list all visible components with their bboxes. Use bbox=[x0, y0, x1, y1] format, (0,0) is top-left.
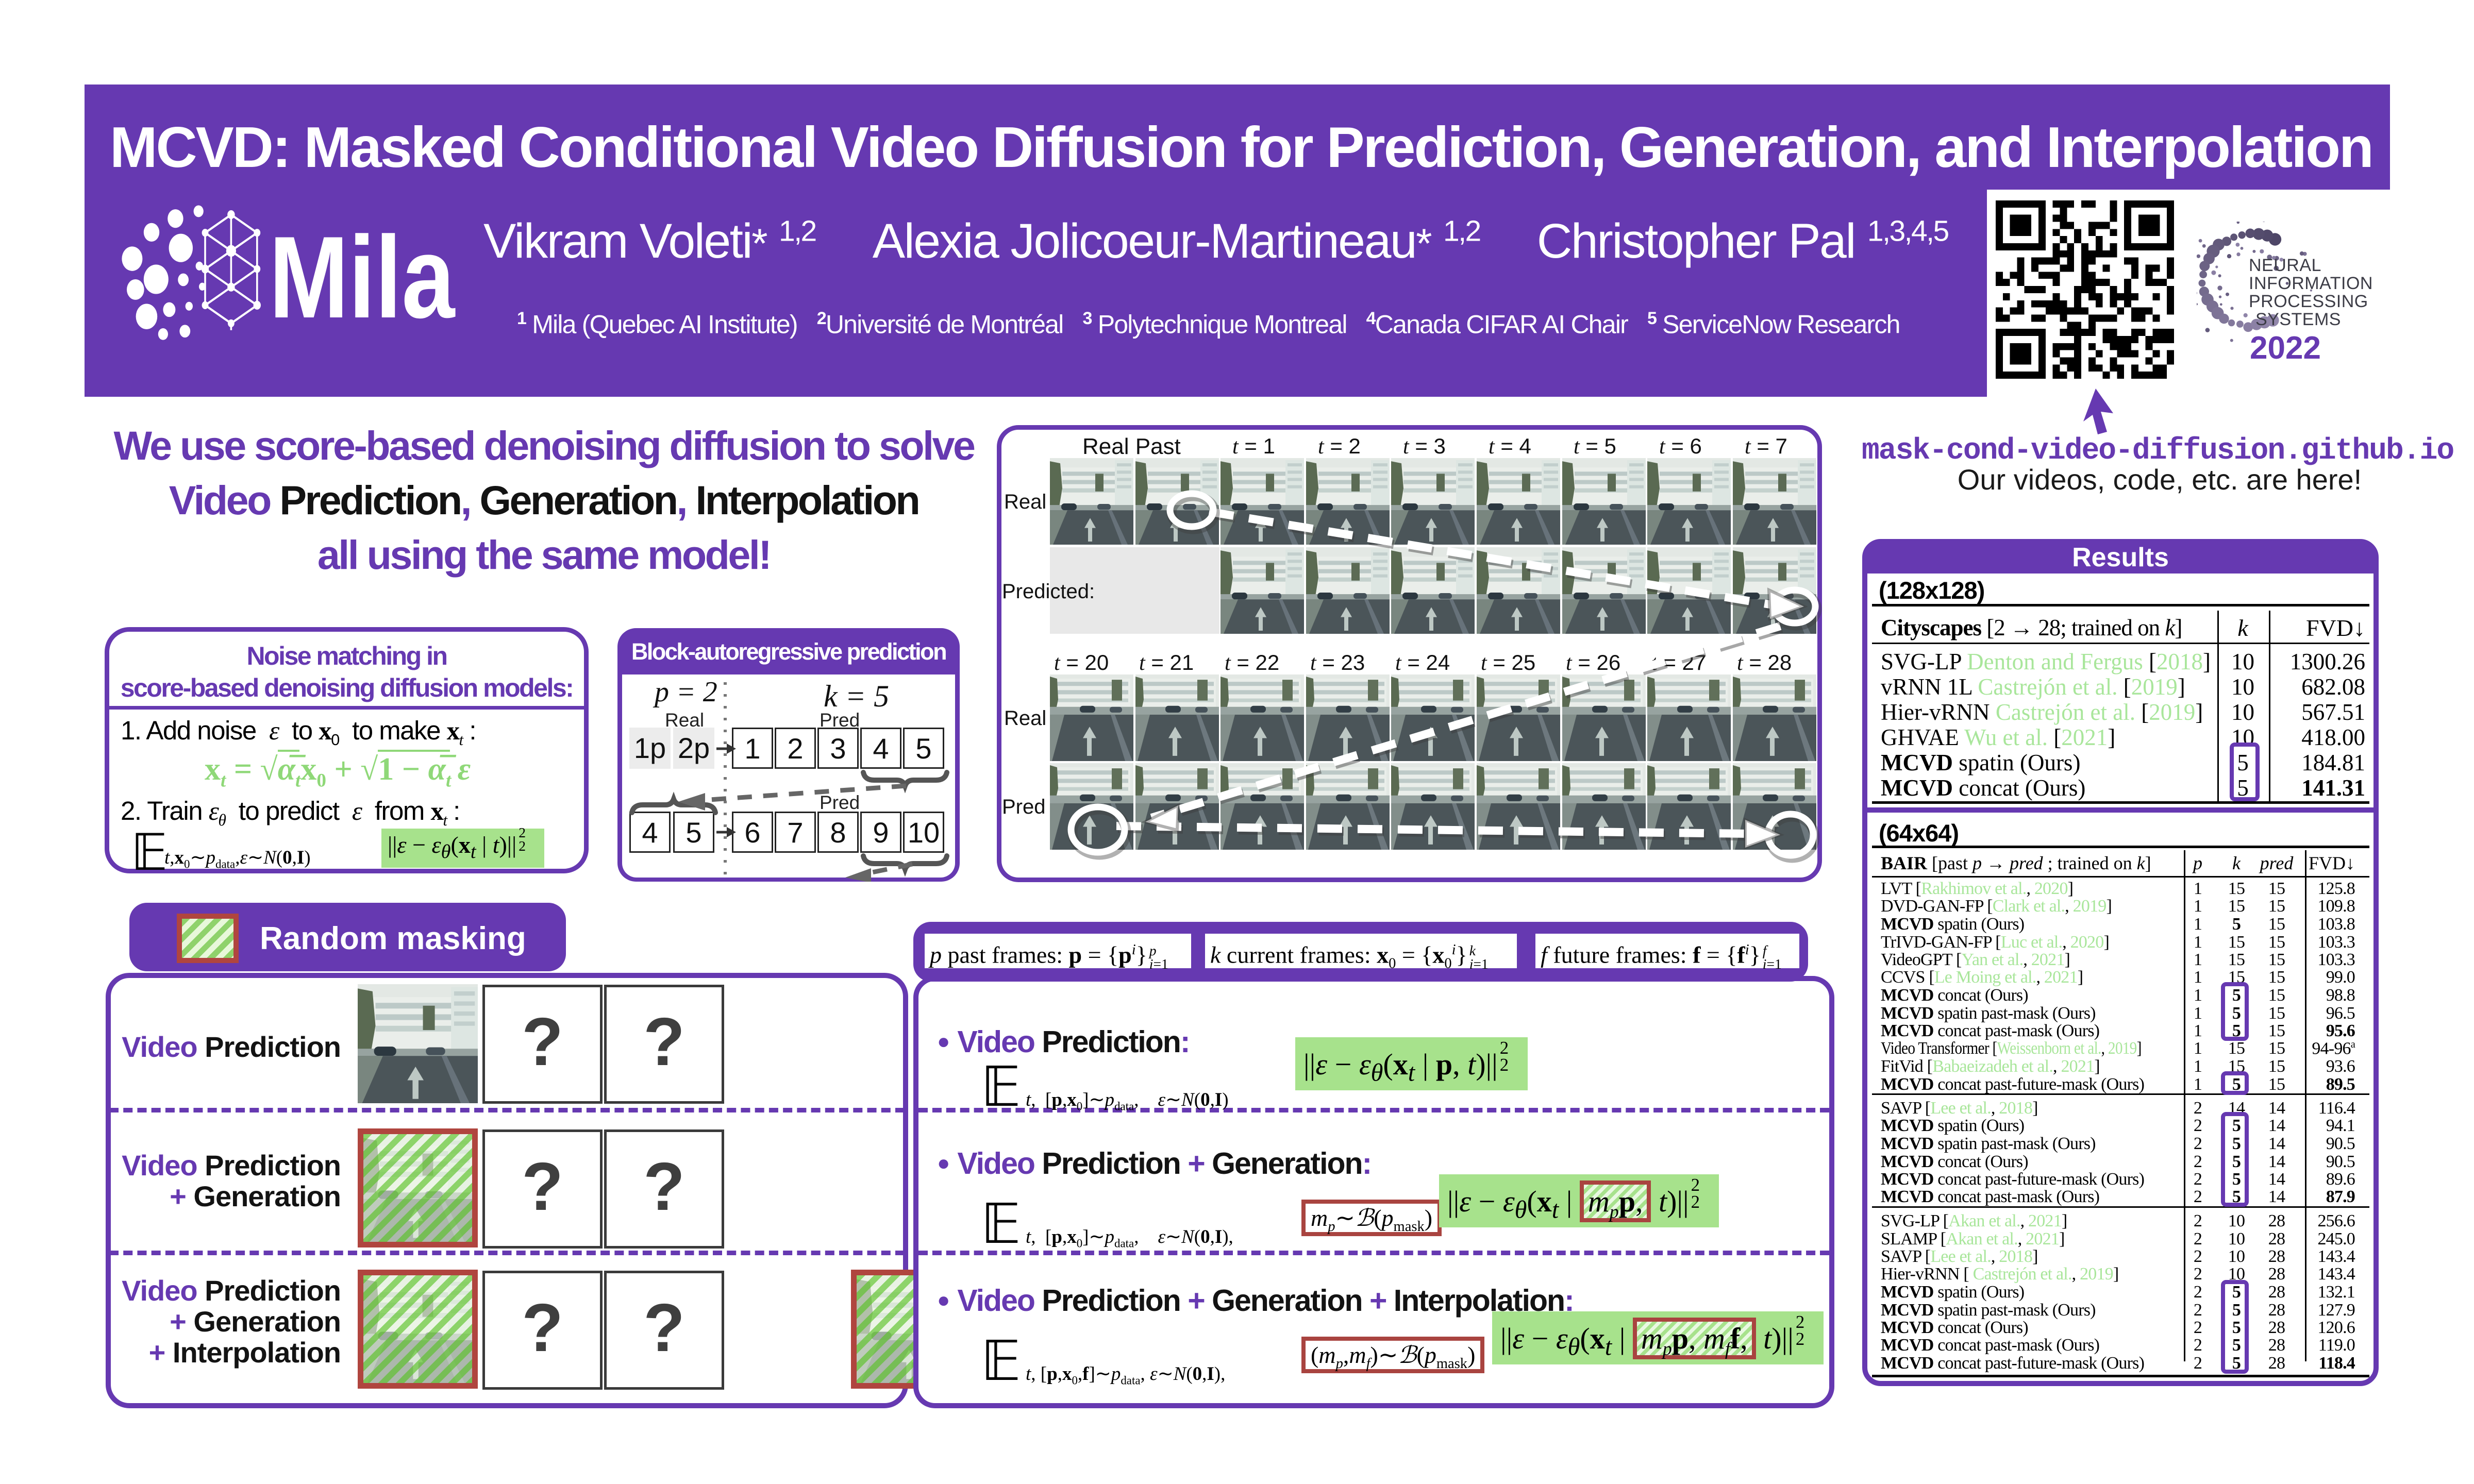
svg-text:Mila: Mila bbox=[269, 212, 456, 343]
svg-text:NEURAL: NEURAL bbox=[2249, 256, 2321, 275]
svg-text:PROCESSING: PROCESSING bbox=[2249, 292, 2368, 311]
svg-text:2022: 2022 bbox=[2250, 330, 2321, 366]
svg-text:INFORMATION: INFORMATION bbox=[2249, 274, 2373, 293]
svg-text:SYSTEMS: SYSTEMS bbox=[2255, 310, 2341, 329]
